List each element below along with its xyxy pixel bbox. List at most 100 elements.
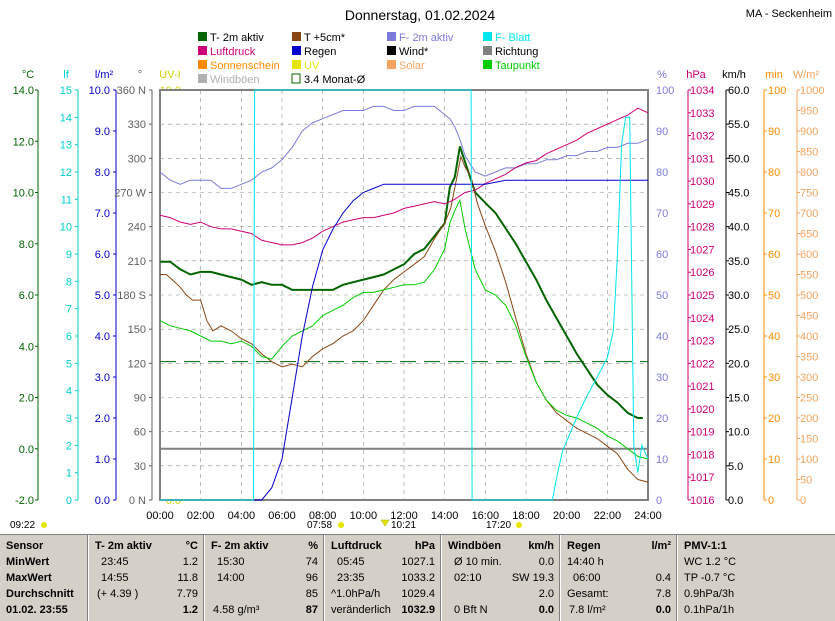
legend-label: T- 2m aktiv: [210, 32, 264, 44]
stats-rain-header: Regen: [567, 540, 601, 552]
y-tick-label: 1019: [690, 427, 714, 439]
y-tick-label: 500: [800, 290, 818, 302]
stats-min-label: MinWert: [6, 556, 50, 568]
series-line: [160, 154, 649, 483]
y-axis-unit: lf: [63, 69, 69, 81]
stats-temp-min-time: 23:45: [101, 556, 129, 568]
legend-swatch: [198, 74, 207, 83]
stats-rain-max-time: 06:00: [573, 572, 601, 584]
series-line: [160, 179, 648, 501]
y-tick-label: 1023: [690, 336, 714, 348]
y-tick-label: 5.0: [728, 461, 743, 473]
y-tick-label: 8.0: [95, 167, 110, 179]
chart-title: Donnerstag, 01.02.2024: [345, 7, 495, 23]
stats-pmv-column: PMV-1:1 WC 1.2 °C TP -0.7 °C 0.9hPa/3h 0…: [678, 535, 835, 621]
y-tick-label: 4.0: [95, 331, 110, 343]
legend-swatch: [198, 46, 207, 55]
y-tick-label: 50: [800, 475, 812, 487]
y-tick-label: 90: [656, 126, 668, 138]
stats-temp-header: T- 2m aktiv: [95, 540, 152, 552]
stats-max-label: MaxWert: [6, 572, 52, 584]
y-tick-label: 0.0: [95, 495, 110, 507]
stats-temp-max-time: 14:55: [101, 572, 129, 584]
y-tick-label: 40: [768, 331, 780, 343]
stats-sensor-column: Sensor MinWert MaxWert Durchschnitt 01.0…: [0, 535, 89, 621]
y-tick-label: 30: [656, 372, 668, 384]
y-tick-label: 10.0: [89, 85, 110, 97]
y-tick-label: 0: [768, 495, 774, 507]
series-line: [159, 107, 649, 246]
y-tick-label: 350: [800, 352, 818, 364]
y-tick-label: 25.0: [728, 324, 749, 336]
y-axis-unit: km/h: [722, 69, 746, 81]
stats-temp-min: 1.2: [182, 556, 198, 568]
y-axis-unit: °C: [22, 69, 34, 81]
y-tick-label: 10: [768, 454, 780, 466]
y-tick-label: 90: [134, 393, 146, 405]
stats-humidity-avg: 85: [305, 588, 318, 600]
stats-pmv-min: WC 1.2 °C: [684, 556, 737, 568]
legend-swatch: [387, 60, 396, 69]
y-tick-label: 1016: [690, 495, 714, 507]
y-axis-unit: UV-I: [159, 69, 180, 81]
legend-swatch: [198, 32, 207, 41]
legend-label: F- 2m aktiv: [399, 32, 454, 44]
legend-label: Windböen: [210, 74, 260, 86]
y-tick-label: 300: [800, 372, 818, 384]
y-tick-label: 180 S: [117, 290, 146, 302]
stats-humidity-current: 87: [305, 604, 318, 616]
y-tick-label: 360 N: [117, 85, 146, 97]
stats-humidity-current-note: 4.58 g/m³: [213, 604, 260, 616]
sunrise-time: 07:58: [307, 520, 332, 531]
y-tick-label: 150: [128, 324, 146, 336]
y-tick-label: 12.0: [13, 136, 34, 148]
x-tick-label: 14:00: [431, 510, 459, 522]
legend-label: T +5cm*: [304, 32, 346, 44]
stats-rain-max: 0.4: [655, 572, 671, 584]
y-tick-label: 100: [800, 454, 818, 466]
y-tick-label: 1028: [690, 222, 714, 234]
x-tick-label: 10:00: [350, 510, 378, 522]
stats-wind-max-time: 02:10: [454, 572, 482, 584]
y-tick-label: 5: [66, 358, 72, 370]
y-tick-label: 5.0: [95, 290, 110, 302]
y-tick-label: 1024: [690, 313, 714, 325]
y-tick-label: 600: [800, 249, 818, 261]
y-tick-label: 240: [128, 222, 146, 234]
y-tick-label: 13: [60, 140, 72, 152]
y-tick-label: 950: [800, 106, 818, 118]
legend-swatch: [483, 60, 492, 69]
stats-wind-header: Windböen: [448, 540, 502, 552]
stats-rain-unit: l/m²: [651, 540, 671, 552]
stats-temp-unit: °C: [185, 540, 198, 552]
y-tick-label: 10: [656, 454, 668, 466]
legend-label: F- Blatt: [495, 32, 530, 44]
legend-label: 3.4 Monat-Ø: [304, 74, 366, 86]
y-tick-label: 40: [656, 331, 668, 343]
y-tick-label: 1032: [690, 131, 714, 143]
y-tick-label: 6: [66, 331, 72, 343]
y-tick-label: 6.0: [95, 249, 110, 261]
stats-wind-column: Windböen km/h Ø 10 min. 0.0 02:10 SW 19.3 2…: [442, 535, 561, 621]
legend-label: Sonnenschein: [210, 60, 280, 72]
stats-pressure-column: Luftdruck hPa 05:45 1027.1 23:35 1033.2 ^1.…: [325, 535, 442, 621]
x-tick-label: 08:00: [309, 510, 337, 522]
plot-area: [159, 89, 649, 501]
y-tick-label: 450: [800, 311, 818, 323]
y-tick-label: 1.0: [95, 454, 110, 466]
y-tick-label: 30: [134, 461, 146, 473]
stats-pressure-max-time: 23:35: [337, 572, 365, 584]
y-tick-label: 150: [800, 434, 818, 446]
y-tick-label: 1020: [690, 404, 714, 416]
y-tick-label: 14.0: [13, 85, 34, 97]
y-axis-unit: min: [765, 69, 783, 81]
stats-pressure-avg: 1029.4: [401, 588, 435, 600]
y-tick-label: 850: [800, 147, 818, 159]
stats-temp-avg-note: (+ 4.39 ): [97, 588, 139, 600]
legend-swatch: [198, 60, 207, 69]
legend-label: Solar: [399, 60, 425, 72]
legend-swatch: [292, 46, 301, 55]
y-tick-label: 12: [60, 167, 72, 179]
series-line: [160, 89, 649, 501]
y-tick-label: 330: [128, 119, 146, 131]
